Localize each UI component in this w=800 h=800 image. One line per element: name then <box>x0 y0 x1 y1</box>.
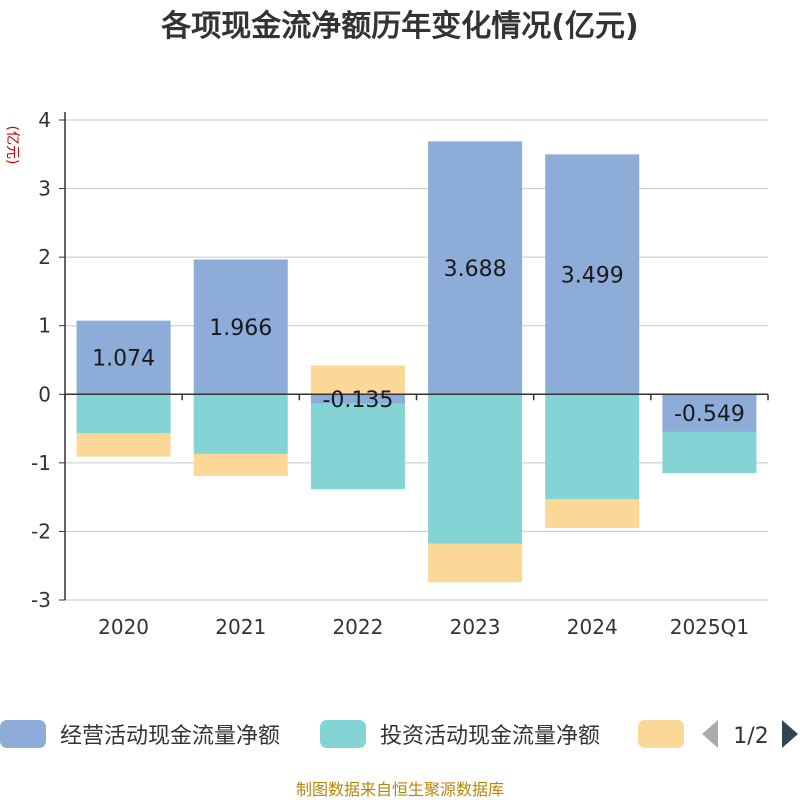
legend-swatch <box>638 720 684 748</box>
bar-series-2[interactable] <box>310 403 405 490</box>
bars <box>76 141 757 583</box>
bar-series-3[interactable] <box>428 543 523 583</box>
y-tick-label: 3 <box>38 177 51 201</box>
legend-swatch <box>320 720 366 748</box>
data-label: 3.499 <box>561 263 624 288</box>
x-tick-label: 2020 <box>98 615 149 639</box>
bar-series-2[interactable] <box>662 431 757 474</box>
legend-item-2[interactable]: 投资活动现金流量净额 <box>320 720 600 749</box>
y-tick-label: -1 <box>31 451 51 475</box>
x-tick-label: 2023 <box>450 615 501 639</box>
x-tick-label: 2021 <box>215 615 266 639</box>
data-label: -0.135 <box>322 388 393 413</box>
bar-series-1[interactable] <box>193 259 288 395</box>
axes: 4 3 2 1 0 -1 -2 -3 2020 2021 2022 2023 2024 2025Q1 <box>31 108 769 639</box>
x-tick-label: 2025Q1 <box>670 615 749 639</box>
data-label: -0.549 <box>674 402 745 427</box>
bar-series-1[interactable] <box>76 320 171 395</box>
source-note: 制图数据来自恒生聚源数据库 <box>296 780 504 799</box>
data-labels: 1.074 1.966 -0.135 3.688 3.499 -0.549 <box>92 257 745 427</box>
bar-series-2[interactable] <box>545 394 640 500</box>
y-tick-label: 1 <box>38 314 51 338</box>
chart-title: 各项现金流净额历年变化情况(亿元) <box>160 9 638 44</box>
data-label: 1.074 <box>92 346 155 371</box>
legend-page-indicator: 1/2 <box>733 724 768 749</box>
legend[interactable]: 经营活动现金流量净额 投资活动现金流量净额 1/2 <box>0 720 798 749</box>
bar-series-3[interactable] <box>545 499 640 528</box>
legend-prev-arrow-icon[interactable] <box>702 720 718 748</box>
bar-series-1[interactable] <box>310 394 405 404</box>
y-tick-label: -2 <box>31 519 51 543</box>
bar-series-3[interactable] <box>193 453 288 476</box>
legend-item-3[interactable] <box>638 720 684 748</box>
y-axis-label: (亿元) <box>4 126 20 165</box>
y-tick-label: 2 <box>38 245 51 269</box>
bar-series-1[interactable] <box>428 141 523 395</box>
legend-item-1[interactable]: 经营活动现金流量净额 <box>0 720 280 749</box>
legend-label: 投资活动现金流量净额 <box>380 724 600 749</box>
bar-series-2[interactable] <box>193 394 288 454</box>
bar-series-1[interactable] <box>662 394 757 432</box>
bar-series-3[interactable] <box>76 433 171 457</box>
bar-series-1[interactable] <box>545 154 640 395</box>
data-label: 3.688 <box>444 257 507 282</box>
bar-series-2[interactable] <box>428 394 523 544</box>
legend-next-arrow-icon[interactable] <box>782 720 798 748</box>
y-tick-label: 4 <box>38 108 51 132</box>
bar-series-2[interactable] <box>76 394 171 434</box>
x-tick-label: 2024 <box>567 615 618 639</box>
bar-series-3[interactable] <box>310 365 405 395</box>
legend-swatch <box>0 720 46 748</box>
data-label: 1.966 <box>209 316 272 341</box>
legend-label: 经营活动现金流量净额 <box>60 724 280 749</box>
y-tick-label: -3 <box>31 588 51 612</box>
y-tick-label: 0 <box>38 382 51 406</box>
x-tick-label: 2022 <box>332 615 383 639</box>
